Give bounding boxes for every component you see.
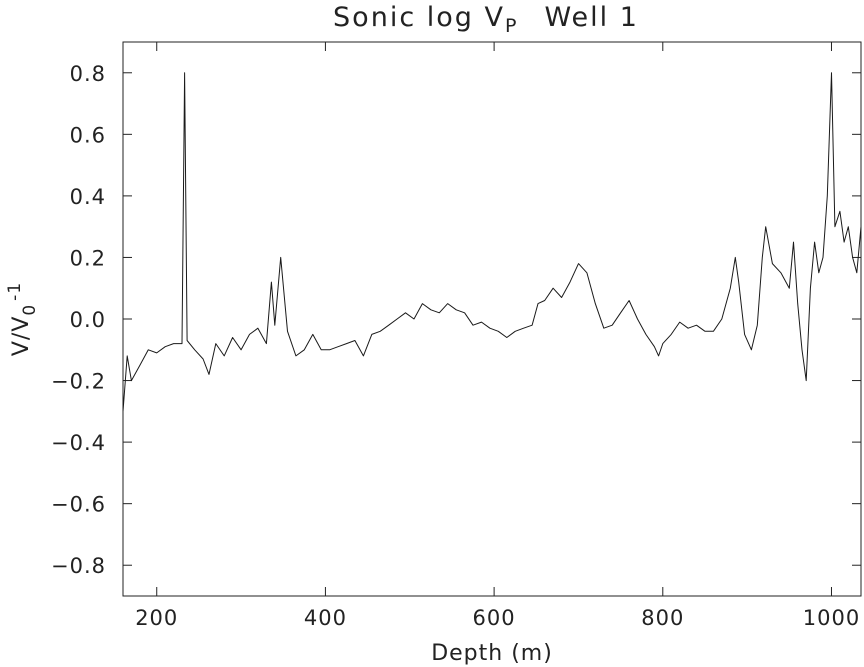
y-tick-label: 0.6 xyxy=(70,123,106,147)
y-tick-label: 0.0 xyxy=(70,308,106,332)
chart-title: Sonic log VP Well 1 xyxy=(333,2,639,37)
y-axis-ticks: 0.8 0.6 0.4 0.2 0.0 −0.2 −0.4 −0.6 −0.8 xyxy=(51,62,861,578)
y-axis-label-suffix: -1 xyxy=(5,282,25,301)
chart-title-suffix: Well 1 xyxy=(544,2,639,33)
x-tick-label: 400 xyxy=(304,606,347,630)
x-tick-label: 1000 xyxy=(803,606,860,630)
y-tick-label: 0.8 xyxy=(70,62,106,86)
x-axis-label: Depth (m) xyxy=(431,641,553,666)
series-line xyxy=(122,72,862,412)
x-tick-label: 800 xyxy=(641,606,684,630)
y-axis-label-subscript: 0 xyxy=(20,304,40,316)
y-axis-label: V/V0 -1 xyxy=(5,282,40,356)
x-tick-label: 600 xyxy=(473,606,516,630)
y-tick-label: 0.2 xyxy=(70,246,106,270)
y-tick-label: 0.4 xyxy=(70,185,106,209)
y-tick-label: −0.6 xyxy=(51,493,106,517)
chart-title-main: Sonic log V xyxy=(333,2,505,33)
y-tick-label: −0.8 xyxy=(51,554,106,578)
x-axis-ticks: 200 400 600 800 1000 xyxy=(135,42,860,630)
plot-frame xyxy=(122,41,862,597)
y-axis-label-main: V/V xyxy=(9,316,34,357)
x-tick-label: 200 xyxy=(135,606,178,630)
y-tick-label: −0.4 xyxy=(51,431,106,455)
chart-title-subscript: P xyxy=(505,15,518,37)
y-tick-label: −0.2 xyxy=(51,370,106,394)
